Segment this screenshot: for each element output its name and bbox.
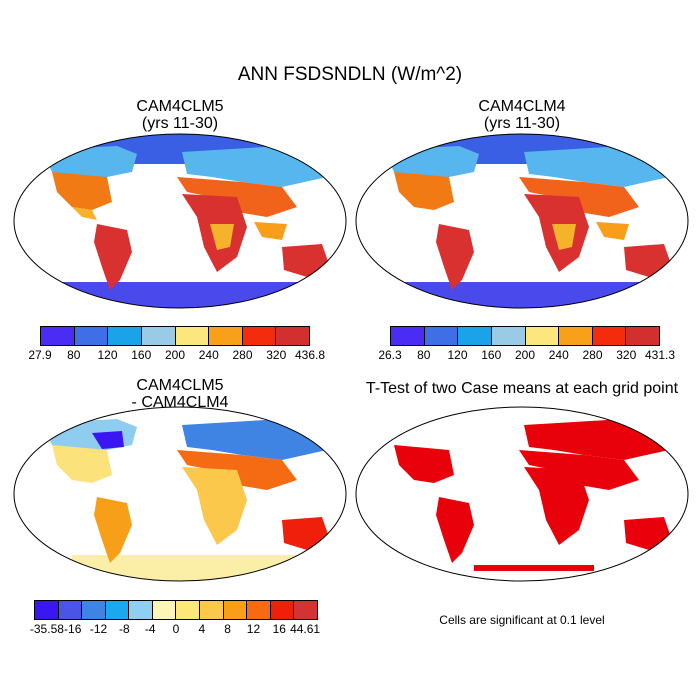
panel1-title: CAM4CLM5 (yrs 11-30) — [30, 98, 330, 132]
panel4-title: T-Test of two Case means at each grid po… — [352, 380, 692, 397]
panel3-label-5: 0 — [172, 622, 180, 636]
panel2-swatch-3 — [491, 327, 526, 345]
panel2-label-0: 26.3 — [378, 348, 402, 362]
panel1-swatch-7 — [276, 327, 309, 345]
significance-note: Cells are significant at 0.1 level — [439, 613, 605, 627]
panel1-label-3: 160 — [131, 348, 152, 362]
panel1-swatch-6 — [242, 327, 277, 345]
panel2-swatch-6 — [592, 327, 627, 345]
panel2-label-1: 80 — [417, 348, 431, 362]
panel1-label-0: 27.9 — [28, 348, 52, 362]
panel3-label-0: -35.58 — [29, 622, 64, 636]
panel2-swatch-1 — [424, 327, 459, 345]
panel3-swatch-1 — [58, 601, 83, 619]
panel2-swatch-0 — [391, 327, 425, 345]
panel4-map-fill — [356, 407, 688, 581]
panel3-swatch-4 — [129, 601, 153, 619]
panel2-label-7: 320 — [616, 348, 637, 362]
panel3-swatch-9 — [247, 601, 271, 619]
panel3-label-7: 8 — [224, 622, 231, 636]
panel3-swatch-5 — [152, 601, 177, 619]
panel1-swatch-0 — [41, 327, 75, 345]
panel2-map — [355, 133, 689, 309]
panel1-label-1: 80 — [67, 348, 81, 362]
panel3-swatch-7 — [200, 601, 224, 619]
panel2-map-fill — [356, 134, 688, 308]
panel4-map — [355, 406, 689, 582]
panel3-colorbar — [34, 600, 318, 620]
panel3-title: CAM4CLM5 - CAM4CLM4 — [30, 377, 330, 411]
panel1-label-5: 240 — [198, 348, 219, 362]
panel2-colorbar — [390, 326, 660, 346]
panel3-title-line2: - CAM4CLM4 — [131, 394, 229, 411]
panel2-label-6: 280 — [582, 348, 603, 362]
panel2-label-3: 160 — [481, 348, 502, 362]
panel1-label-4: 200 — [164, 348, 186, 362]
panel1-map — [13, 133, 347, 309]
panel3-map — [13, 406, 347, 582]
panel1-map-fill — [14, 134, 346, 308]
panel2-swatch-7 — [626, 327, 659, 345]
panel2-title-line2: (yrs 11-30) — [483, 115, 561, 132]
panel4-title-line1: T-Test of two Case means at each grid po… — [365, 380, 679, 397]
panel2-swatch-4 — [525, 327, 560, 345]
panel3-swatch-11 — [294, 601, 317, 619]
panel1-swatch-4 — [175, 327, 210, 345]
panel3-swatch-3 — [105, 601, 130, 619]
panel3-label-3: -8 — [119, 622, 130, 636]
panel3-label-10: 44.61 — [290, 622, 321, 636]
panel3-swatch-8 — [223, 601, 248, 619]
panel3-swatch-2 — [82, 601, 106, 619]
panel3-map-fill — [14, 407, 346, 581]
panel3-title-line1: CAM4CLM5 — [136, 377, 224, 394]
panel1-label-7: 320 — [266, 348, 287, 362]
panel1-label-2: 120 — [97, 348, 118, 362]
panel1-label-8: 436.8 — [294, 348, 326, 362]
panel1-title-line2: (yrs 11-30) — [141, 115, 219, 132]
panel3-swatch-6 — [176, 601, 201, 619]
panel1-title-line1: CAM4CLM5 — [136, 98, 224, 115]
panel3-label-8: 12 — [246, 622, 261, 636]
panel1-swatch-3 — [141, 327, 176, 345]
figure-title: ANN FSDSNDLN (W/m^2) — [237, 64, 463, 85]
panel3-label-6: 4 — [198, 622, 206, 636]
panel1-colorbar — [40, 326, 310, 346]
panel3-label-4: -4 — [144, 622, 156, 636]
panel3-colorbar-labels: -35.58 -16 -12 -8 -4 0 4 8 12 16 44.61 — [30, 622, 321, 638]
panel2-label-4: 200 — [514, 348, 536, 362]
panel3-swatch-0 — [35, 601, 59, 619]
panel3-swatch-10 — [270, 601, 295, 619]
panel2-label-2: 120 — [447, 348, 468, 362]
panel1-swatch-1 — [74, 327, 109, 345]
panel1-swatch-2 — [108, 327, 142, 345]
panel1-swatch-5 — [209, 327, 243, 345]
panel2-title: CAM4CLM4 (yrs 11-30) — [372, 98, 672, 132]
panel2-title-line1: CAM4CLM4 — [478, 98, 566, 115]
panel1-colorbar-labels: 27.9 80 120 160 200 240 280 320 436.8 — [28, 348, 325, 364]
panel2-colorbar-labels: 26.3 80 120 160 200 240 280 320 431.3 — [378, 348, 675, 364]
panel1-label-6: 280 — [232, 348, 253, 362]
panel3-label-9: 16 — [272, 622, 286, 636]
panel3-label-1: -16 — [64, 622, 82, 636]
panel2-swatch-5 — [559, 327, 593, 345]
panel3-label-2: -12 — [89, 622, 108, 636]
panel2-label-5: 240 — [548, 348, 569, 362]
panel2-swatch-2 — [458, 327, 492, 345]
panel2-label-8: 431.3 — [644, 348, 676, 362]
